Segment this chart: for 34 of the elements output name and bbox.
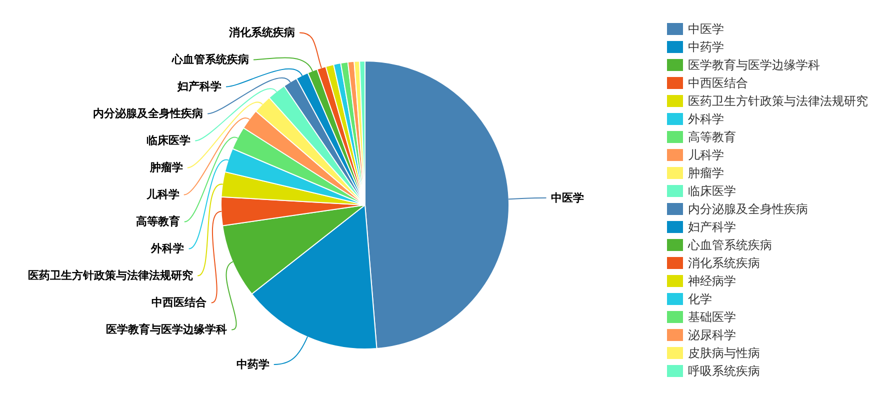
slice-label: 肿瘤学: [148, 161, 183, 174]
slice-label: 中药学: [236, 358, 270, 371]
legend-label: 外科学: [688, 112, 724, 126]
legend-label: 化学: [688, 292, 712, 306]
slice-label: 消化系统疾病: [228, 26, 295, 40]
legend-label: 医学教育与医学边缘学科: [688, 58, 820, 72]
slice-label: 儿科学: [145, 188, 180, 202]
legend-label: 肿瘤学: [688, 166, 724, 180]
slice-label: 心血管系统疾病: [170, 53, 249, 66]
legend-label: 泌尿科学: [688, 328, 736, 342]
slice-label: 医药卫生方针政策与法律法规研究: [28, 269, 193, 282]
legend-label: 呼吸系统疾病: [688, 364, 760, 378]
legend-label: 皮肤病与性病: [688, 346, 760, 360]
legend-label: 儿科学: [688, 148, 724, 162]
slice-label: 内分泌腺及全身性疾病: [92, 107, 203, 120]
legend-label: 中医学: [688, 22, 724, 36]
legend-label: 高等教育: [688, 130, 736, 144]
slice-label: 临床医学: [146, 134, 190, 148]
slice-label: 医学教育与医学边缘学科: [106, 323, 227, 336]
legend-label: 中药学: [688, 40, 724, 54]
legend-label: 基础医学: [688, 310, 736, 324]
slice-label: 中医学: [550, 191, 584, 204]
legend-label: 妇产科学: [688, 220, 736, 234]
legend-label: 内分泌腺及全身性疾病: [688, 202, 808, 216]
slice-label: 妇产科学: [176, 80, 222, 94]
slice-label: 中西医结合: [152, 296, 208, 310]
legend-label: 临床医学: [688, 184, 736, 198]
legend-label: 心血管系统疾病: [687, 238, 772, 252]
legend-label: 神经病学: [688, 274, 736, 288]
slice-label: 高等教育: [136, 215, 180, 228]
legend-label: 医药卫生方针政策与法律法规研究: [688, 94, 868, 108]
slice-label: 外科学: [150, 242, 184, 256]
legend-label: 中西医结合: [688, 76, 748, 90]
legend-label: 消化系统疾病: [688, 256, 760, 270]
